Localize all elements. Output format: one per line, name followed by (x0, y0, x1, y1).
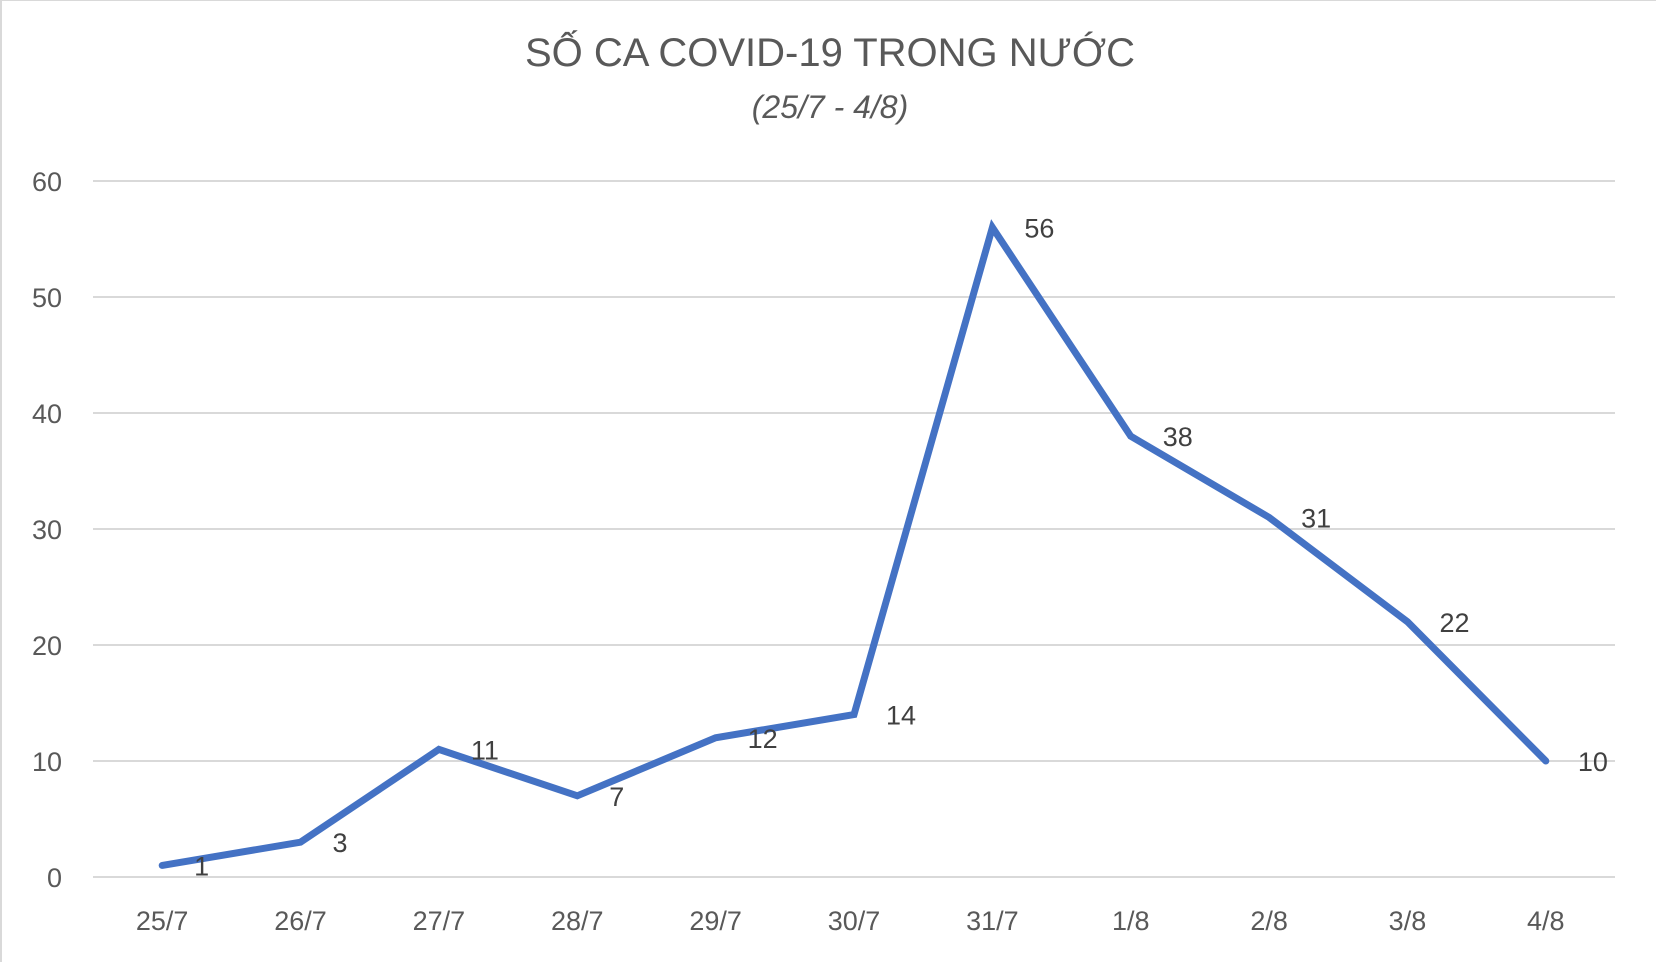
x-tick-label: 4/8 (1527, 906, 1565, 936)
x-tick-label: 28/7 (551, 906, 604, 936)
x-axis-labels: 25/7 26/7 27/7 28/7 29/7 30/7 31/7 1/8 2/8 3/8 4/8 (136, 906, 1565, 936)
y-tick-label: 10 (32, 747, 62, 777)
x-tick-label: 29/7 (689, 906, 742, 936)
data-label: 31 (1301, 503, 1331, 533)
x-tick-label: 1/8 (1112, 906, 1150, 936)
y-tick-label: 20 (32, 631, 62, 661)
x-tick-label: 3/8 (1389, 906, 1427, 936)
chart-title: SỐ CA COVID-19 TRONG NƯỚC (524, 31, 1136, 75)
data-series (158, 219, 1550, 869)
data-label: 11 (471, 735, 499, 765)
x-tick-label: 31/7 (966, 906, 1019, 936)
data-labels: 1 3 11 7 12 14 56 38 31 22 10 (194, 213, 1608, 881)
y-tick-label: 40 (32, 399, 62, 429)
series-line (158, 219, 1550, 869)
data-label: 14 (886, 701, 916, 731)
gridlines (93, 180, 1615, 878)
data-label: 1 (194, 851, 209, 881)
x-tick-label: 27/7 (413, 906, 466, 936)
chart-subtitle: (25/7 - 4/8) (751, 89, 909, 125)
data-label: 7 (609, 782, 624, 812)
data-label: 22 (1439, 608, 1469, 638)
y-tick-label: 50 (32, 283, 62, 313)
y-tick-label: 60 (32, 167, 62, 197)
x-tick-label: 26/7 (274, 906, 327, 936)
data-label: 12 (748, 724, 778, 754)
data-label: 3 (333, 828, 348, 858)
y-tick-label: 30 (32, 515, 62, 545)
data-label: 38 (1163, 422, 1193, 452)
data-label: 10 (1578, 747, 1608, 777)
x-tick-label: 30/7 (828, 906, 881, 936)
data-label: 56 (1024, 213, 1054, 243)
y-axis-labels: 0 10 20 30 40 50 60 (32, 167, 62, 893)
x-tick-label: 2/8 (1250, 906, 1288, 936)
y-tick-label: 0 (47, 863, 62, 893)
x-tick-label: 25/7 (136, 906, 189, 936)
